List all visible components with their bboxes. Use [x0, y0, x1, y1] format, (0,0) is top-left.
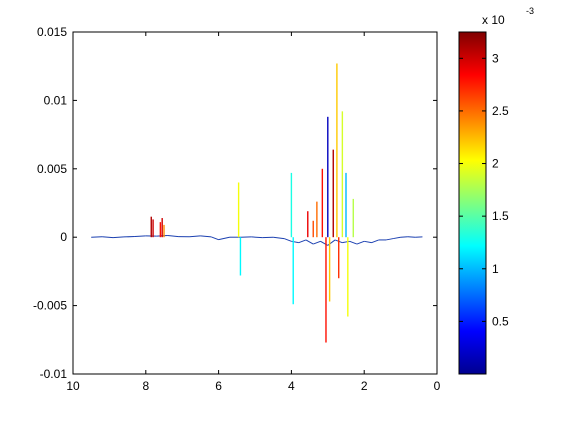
y-tick-label: -0.005 — [33, 299, 67, 313]
x-tick-label: 0 — [434, 379, 441, 393]
y-tick-label: 0.015 — [37, 25, 67, 39]
x-tick-label: 8 — [142, 379, 149, 393]
colorbar-tick-label: 0.5 — [492, 314, 509, 328]
x-tick-label: 6 — [215, 379, 222, 393]
y-tick-label: 0 — [60, 230, 67, 244]
colorbar-gradient — [459, 32, 486, 374]
colorbar-exponent-label: x 10 — [482, 13, 505, 27]
colorbar-tick-label: 1 — [492, 262, 499, 276]
colorbar-tick-label: 2 — [492, 157, 499, 171]
x-tick-label: 4 — [288, 379, 295, 393]
colorbar-tick-label: 1.5 — [492, 209, 509, 223]
x-tick-label: 2 — [361, 379, 368, 393]
x-tick-label: 10 — [66, 379, 80, 393]
plot-area: 10 8 6 4 2 0 -0.01 -0.005 0 0.005 0.01 0.015 — [33, 25, 441, 393]
axes-box — [73, 32, 437, 374]
colorbar-tick-label: 3 — [492, 51, 499, 65]
baseline-segment — [251, 237, 262, 238]
colorbar-exponent-power: -3 — [526, 6, 534, 16]
baseline-segment — [135, 236, 146, 237]
y-tick-label: -0.01 — [40, 367, 68, 381]
y-tick-label: 0.01 — [44, 93, 68, 107]
baseline-segment — [113, 237, 124, 238]
colorbar-tick-label: 2.5 — [492, 104, 509, 118]
y-tick-label: 0.005 — [37, 162, 67, 176]
colorbar: 0.5 1 1.5 2 2.5 3 x 10 -3 — [459, 6, 534, 374]
